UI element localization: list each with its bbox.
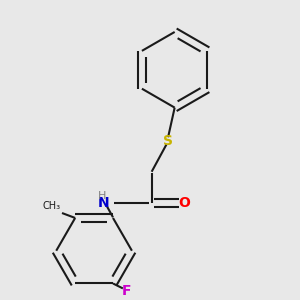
Text: O: O xyxy=(178,196,190,210)
Text: H: H xyxy=(98,191,106,201)
Text: N: N xyxy=(97,196,109,210)
Text: S: S xyxy=(163,134,173,148)
Text: CH₃: CH₃ xyxy=(42,201,60,212)
Text: F: F xyxy=(122,284,131,298)
